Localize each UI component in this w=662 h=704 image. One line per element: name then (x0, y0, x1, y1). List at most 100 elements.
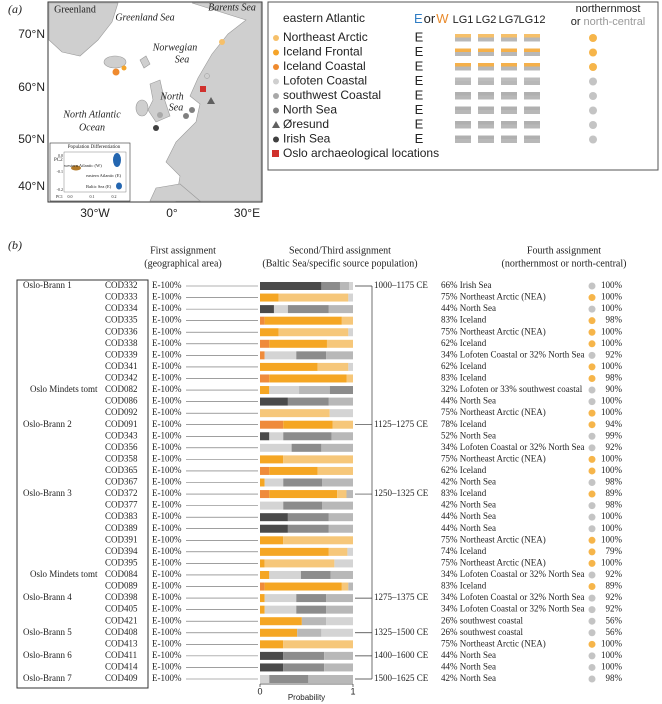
lg-cell (455, 52, 471, 56)
fourth-assignment: 90% (606, 384, 623, 394)
inset-axes (63, 151, 127, 193)
sample-code: COD343 (105, 430, 138, 440)
inset-cluster (116, 182, 122, 190)
first-assignment: E-100% (152, 453, 182, 463)
fourth-dot (588, 294, 596, 302)
bar-segment (334, 559, 353, 568)
legend-dot (589, 121, 597, 129)
bar-segment (264, 351, 297, 360)
bar-segment (264, 478, 284, 487)
lg-cell (455, 63, 471, 67)
bar-segment (296, 351, 327, 360)
lg-cell (478, 135, 494, 139)
lg-cell (524, 106, 540, 110)
map-label: Norwegian (152, 42, 197, 53)
column-header: Second/Third assignment (289, 245, 391, 256)
inset-xtick: 0.2 (112, 194, 117, 199)
fourth-assignment: 56% (606, 615, 623, 625)
first-assignment: E-100% (152, 361, 182, 371)
first-assignment: E-100% (152, 465, 182, 475)
fourth-assignment: 99% (606, 430, 623, 440)
bar-segment (296, 605, 327, 614)
bar-segment (321, 628, 353, 637)
inset-group: western Atlantic (W) (64, 163, 102, 168)
lg-cell (478, 92, 494, 96)
fourth-assignment: 100% (601, 407, 623, 417)
lg-cell (524, 121, 540, 125)
bar-segment (260, 443, 292, 452)
fourth-dot (588, 455, 596, 463)
fourth-dot (588, 617, 596, 625)
bar-segment (260, 282, 322, 290)
bar-segment (348, 293, 353, 302)
bar-segment (299, 386, 330, 395)
second-assignment: 34% Lofoten Coastal or 32% North Sea (441, 592, 584, 602)
bar-segment (287, 513, 329, 522)
lg-header: LG7 (499, 14, 520, 26)
fourth-dot (588, 675, 596, 683)
second-assignment: 44% North Sea (441, 511, 496, 521)
fourth-dot (588, 282, 596, 290)
lg-cell (478, 66, 494, 71)
legend-assignment: E (415, 73, 424, 88)
legend-marker (273, 64, 279, 70)
legend-item: Lofoten Coastal (283, 74, 367, 88)
lg-cell (501, 34, 517, 38)
bar-segment (347, 547, 353, 556)
bar-segment (283, 420, 333, 429)
bar-segment (326, 339, 353, 348)
bar-segment (321, 282, 340, 290)
map-label: Barents Sea (208, 2, 256, 13)
bar-segment (260, 559, 265, 568)
first-assignment: E-100% (152, 523, 182, 533)
lg-cell (524, 81, 540, 85)
period-label: 1500–1625 CE (374, 673, 429, 683)
second-assignment: 34% Lofoten Coastal or 32% North Sea (441, 604, 584, 614)
bar-segment (260, 501, 284, 510)
map-label: Greenland Sea (115, 12, 174, 23)
bar-segment (328, 524, 353, 533)
first-assignment: E-100% (152, 488, 182, 498)
legend-marker (273, 93, 279, 99)
bar-segment (260, 455, 284, 464)
bar-segment (337, 490, 347, 499)
bar-segment (287, 305, 329, 314)
bar-segment (322, 478, 353, 487)
bar-segment (264, 316, 342, 325)
first-assignment: E-100% (152, 557, 182, 567)
lg-header: LG2 (476, 14, 497, 26)
sample-code: COD339 (105, 349, 138, 359)
lg-cell (455, 135, 471, 139)
lg-cell (501, 37, 517, 42)
bar-segment (260, 675, 270, 683)
bar-segment (291, 443, 322, 452)
first-assignment: E-100% (152, 419, 182, 429)
first-assignment: E-100% (152, 662, 182, 672)
lat-label: 50°N (18, 132, 45, 146)
group-label: Oslo-Brann 2 (23, 419, 72, 429)
lg-cell (455, 139, 471, 143)
bar-segment (260, 362, 318, 371)
lg-cell (478, 106, 494, 110)
bar-segment (348, 582, 353, 591)
lg-cell (478, 34, 494, 38)
bar-segment (269, 675, 309, 683)
fourth-assignment: 98% (606, 373, 623, 383)
second-assignment: 75% Northeast Arctic (NEA) (441, 407, 546, 417)
first-assignment: E-100% (152, 638, 182, 648)
map-label: Sea (169, 102, 183, 113)
first-assignment: E-100% (152, 430, 182, 440)
fourth-dot (588, 525, 596, 533)
group-label: Oslo Mindets tomt (30, 569, 98, 579)
lg-cell (524, 34, 540, 38)
second-assignment: 44% North Sea (441, 662, 496, 672)
fourth-assignment: 56% (606, 627, 623, 637)
fourth-dot (588, 398, 596, 406)
bar-segment (269, 432, 284, 441)
lg-cell (478, 81, 494, 85)
first-assignment: E-100% (152, 442, 182, 452)
fourth-assignment: 100% (601, 662, 623, 672)
first-assignment: E-100% (152, 384, 182, 394)
fourth-assignment: 100% (601, 465, 623, 475)
bar-segment (269, 374, 347, 383)
